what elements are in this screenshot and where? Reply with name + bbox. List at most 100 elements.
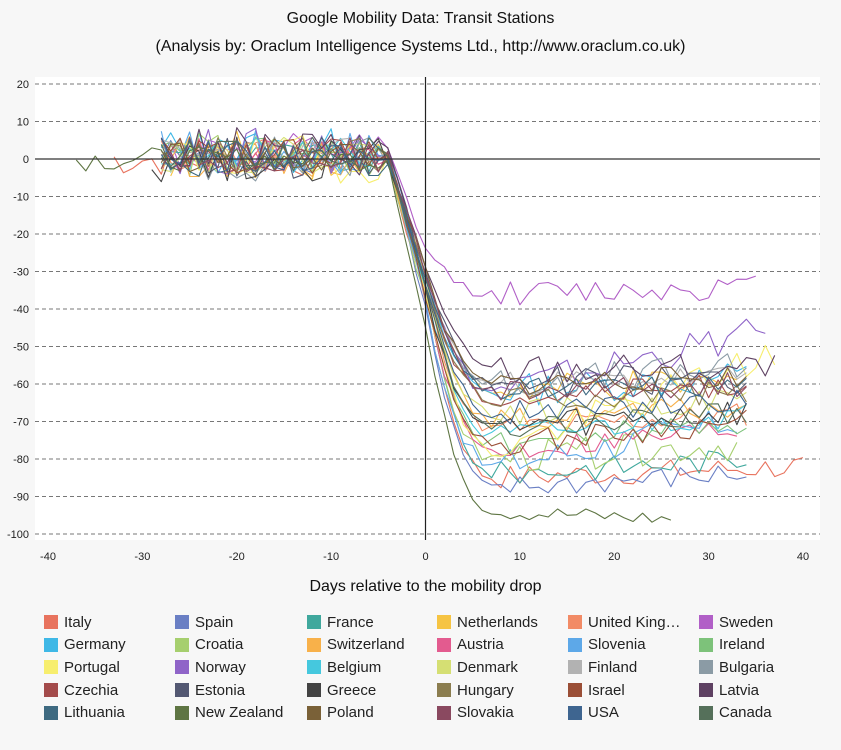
y-tick-label: -40 (13, 304, 29, 316)
legend-label: Denmark (457, 658, 518, 676)
legend-swatch (175, 637, 189, 652)
legend-item[interactable]: Poland (307, 703, 374, 723)
legend-item[interactable]: Spain (175, 612, 233, 632)
x-tick-label: 10 (514, 551, 526, 563)
legend-swatch (437, 683, 451, 698)
x-tick-label: 30 (703, 551, 715, 563)
y-tick-label: -60 (13, 379, 29, 391)
legend-swatch (568, 637, 582, 652)
legend-swatch (44, 705, 58, 720)
x-tick-label: -30 (134, 551, 150, 563)
legend-item[interactable]: Finland (568, 657, 637, 677)
legend-label: Finland (588, 658, 638, 676)
legend-item[interactable]: Slovenia (568, 635, 646, 655)
legend-label: Spain (195, 613, 234, 631)
legend-item[interactable]: Norway (175, 657, 246, 677)
legend-label: Germany (64, 636, 126, 654)
x-tick-label: -20 (229, 551, 245, 563)
legend-item[interactable]: Ireland (699, 635, 765, 655)
x-tick-label: -10 (323, 551, 339, 563)
plot-area: 20100-10-20-30-40-50-60-70-80-90-100-40-… (7, 77, 820, 563)
y-tick-label: -30 (13, 267, 29, 279)
legend-label: Slovakia (457, 704, 514, 722)
legend-swatch (307, 615, 321, 629)
y-tick-label: -50 (13, 342, 29, 354)
legend-label: Latvia (719, 681, 760, 699)
legend-item[interactable]: Germany (44, 635, 126, 655)
series-line-austria (170, 137, 738, 458)
legend-item[interactable]: USA (568, 703, 619, 723)
series-line-slovakia (160, 136, 747, 401)
y-tick-label: -100 (7, 529, 29, 541)
legend-item[interactable]: Sweden (699, 612, 773, 632)
legend-item[interactable]: Austria (437, 635, 504, 655)
legend-label: USA (588, 704, 619, 722)
legend-swatch (568, 683, 582, 698)
legend-swatch (44, 637, 58, 652)
legend-item[interactable]: France (307, 612, 374, 632)
y-tick-label: -90 (13, 492, 29, 504)
legend-item[interactable]: Croatia (175, 635, 243, 655)
legend-label: Belgium (327, 658, 382, 676)
legend-swatch (307, 637, 321, 652)
legend-swatch (175, 683, 189, 698)
legend-item[interactable]: United King… (568, 612, 681, 632)
series-line-lithuania (160, 141, 747, 400)
legend-label: New Zealand (195, 704, 284, 722)
x-tick-label: 40 (797, 551, 809, 563)
series-line-poland (160, 138, 747, 395)
legend-item[interactable]: Canada (699, 703, 772, 723)
legend-label: Sweden (719, 613, 774, 631)
y-tick-label: 20 (17, 79, 29, 91)
legend-swatch (307, 683, 321, 698)
legend-swatch (307, 705, 321, 720)
legend-item[interactable]: Belgium (307, 657, 381, 677)
legend-item[interactable]: Latvia (699, 680, 759, 700)
y-tick-label: 10 (17, 117, 29, 129)
legend-swatch (699, 660, 713, 675)
legend-item[interactable]: Czechia (44, 680, 118, 700)
legend-item[interactable]: Estonia (175, 680, 245, 700)
legend-item[interactable]: Israel (568, 680, 625, 700)
legend-label: Israel (588, 681, 625, 699)
legend-item[interactable]: Hungary (437, 680, 514, 700)
legend-item[interactable]: Denmark (437, 657, 518, 677)
legend-label: France (327, 613, 374, 631)
legend-item[interactable]: Netherlands (437, 612, 538, 632)
legend-swatch (568, 615, 582, 629)
legend-swatch (175, 705, 189, 720)
legend-swatch (437, 660, 451, 675)
x-tick-label: 0 (422, 551, 428, 563)
chart-title: Google Mobility Data: Transit Stations (286, 10, 555, 27)
legend-label: Croatia (195, 636, 244, 654)
legend-label: Lithuania (64, 704, 125, 722)
legend-label: Canada (719, 704, 772, 722)
legend-swatch (437, 637, 451, 652)
series-line-denmark (161, 136, 747, 425)
legend-item[interactable]: Lithuania (44, 703, 125, 723)
legend-swatch (307, 660, 321, 675)
chart-subtitle: (Analysis by: Oraclum Intelligence Syste… (155, 38, 686, 55)
legend-swatch (699, 683, 713, 698)
legend-swatch (175, 660, 189, 675)
legend-label: Bulgaria (719, 658, 775, 676)
legend-label: Norway (195, 658, 246, 676)
legend-item[interactable]: Greece (307, 680, 376, 700)
series-line-belgium (161, 136, 747, 438)
x-tick-label: -40 (40, 551, 56, 563)
series-line-canada (160, 136, 747, 438)
legend-item[interactable]: New Zealand (175, 703, 283, 723)
legend-item[interactable]: Switzerland (307, 635, 405, 655)
legend-item[interactable]: Portugal (44, 657, 120, 677)
legend-swatch (437, 615, 451, 629)
legend-item[interactable]: Bulgaria (699, 657, 774, 677)
legend-item[interactable]: Slovakia (437, 703, 514, 723)
series-line-latvia (160, 127, 776, 384)
legend-label: Slovenia (588, 636, 646, 654)
x-axis-title: Days relative to the mobility drop (309, 578, 542, 595)
legend-item[interactable]: Italy (44, 612, 92, 632)
legend-label: Estonia (195, 681, 246, 699)
legend-label: Ireland (719, 636, 765, 654)
y-tick-label: -10 (13, 192, 29, 204)
